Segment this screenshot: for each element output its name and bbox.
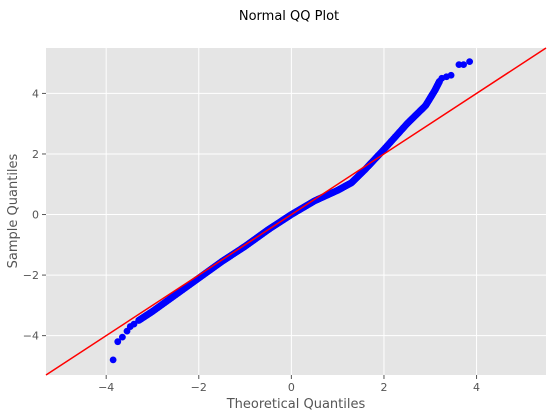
reference-line bbox=[45, 47, 547, 376]
x-tick-label: 4 bbox=[473, 381, 480, 394]
data-point bbox=[118, 333, 126, 341]
data-point bbox=[460, 61, 467, 69]
y-tick-label: 0 bbox=[32, 209, 39, 222]
data-point bbox=[466, 58, 474, 66]
x-axis-label: Theoretical Quantiles bbox=[226, 397, 366, 412]
y-tick-label: −4 bbox=[23, 330, 39, 343]
data-point bbox=[114, 338, 122, 346]
chart-title: Normal QQ Plot bbox=[239, 9, 339, 24]
x-tick-label: 2 bbox=[380, 381, 387, 394]
y-tick-label: −2 bbox=[23, 269, 39, 282]
x-tick-label: 0 bbox=[288, 381, 295, 394]
x-tick-label: −2 bbox=[191, 381, 207, 394]
y-axis-label: Sample Quantiles bbox=[6, 153, 21, 268]
data-point bbox=[109, 356, 117, 364]
y-tick-label: 2 bbox=[32, 148, 39, 161]
axis-ticks: −4 −2 0 2 4 −4 −2 0 2 4 bbox=[23, 87, 480, 394]
y-tick-label: 4 bbox=[32, 87, 39, 100]
data-point bbox=[130, 320, 138, 328]
x-tick-label: −4 bbox=[98, 381, 114, 394]
data-point bbox=[447, 71, 455, 79]
